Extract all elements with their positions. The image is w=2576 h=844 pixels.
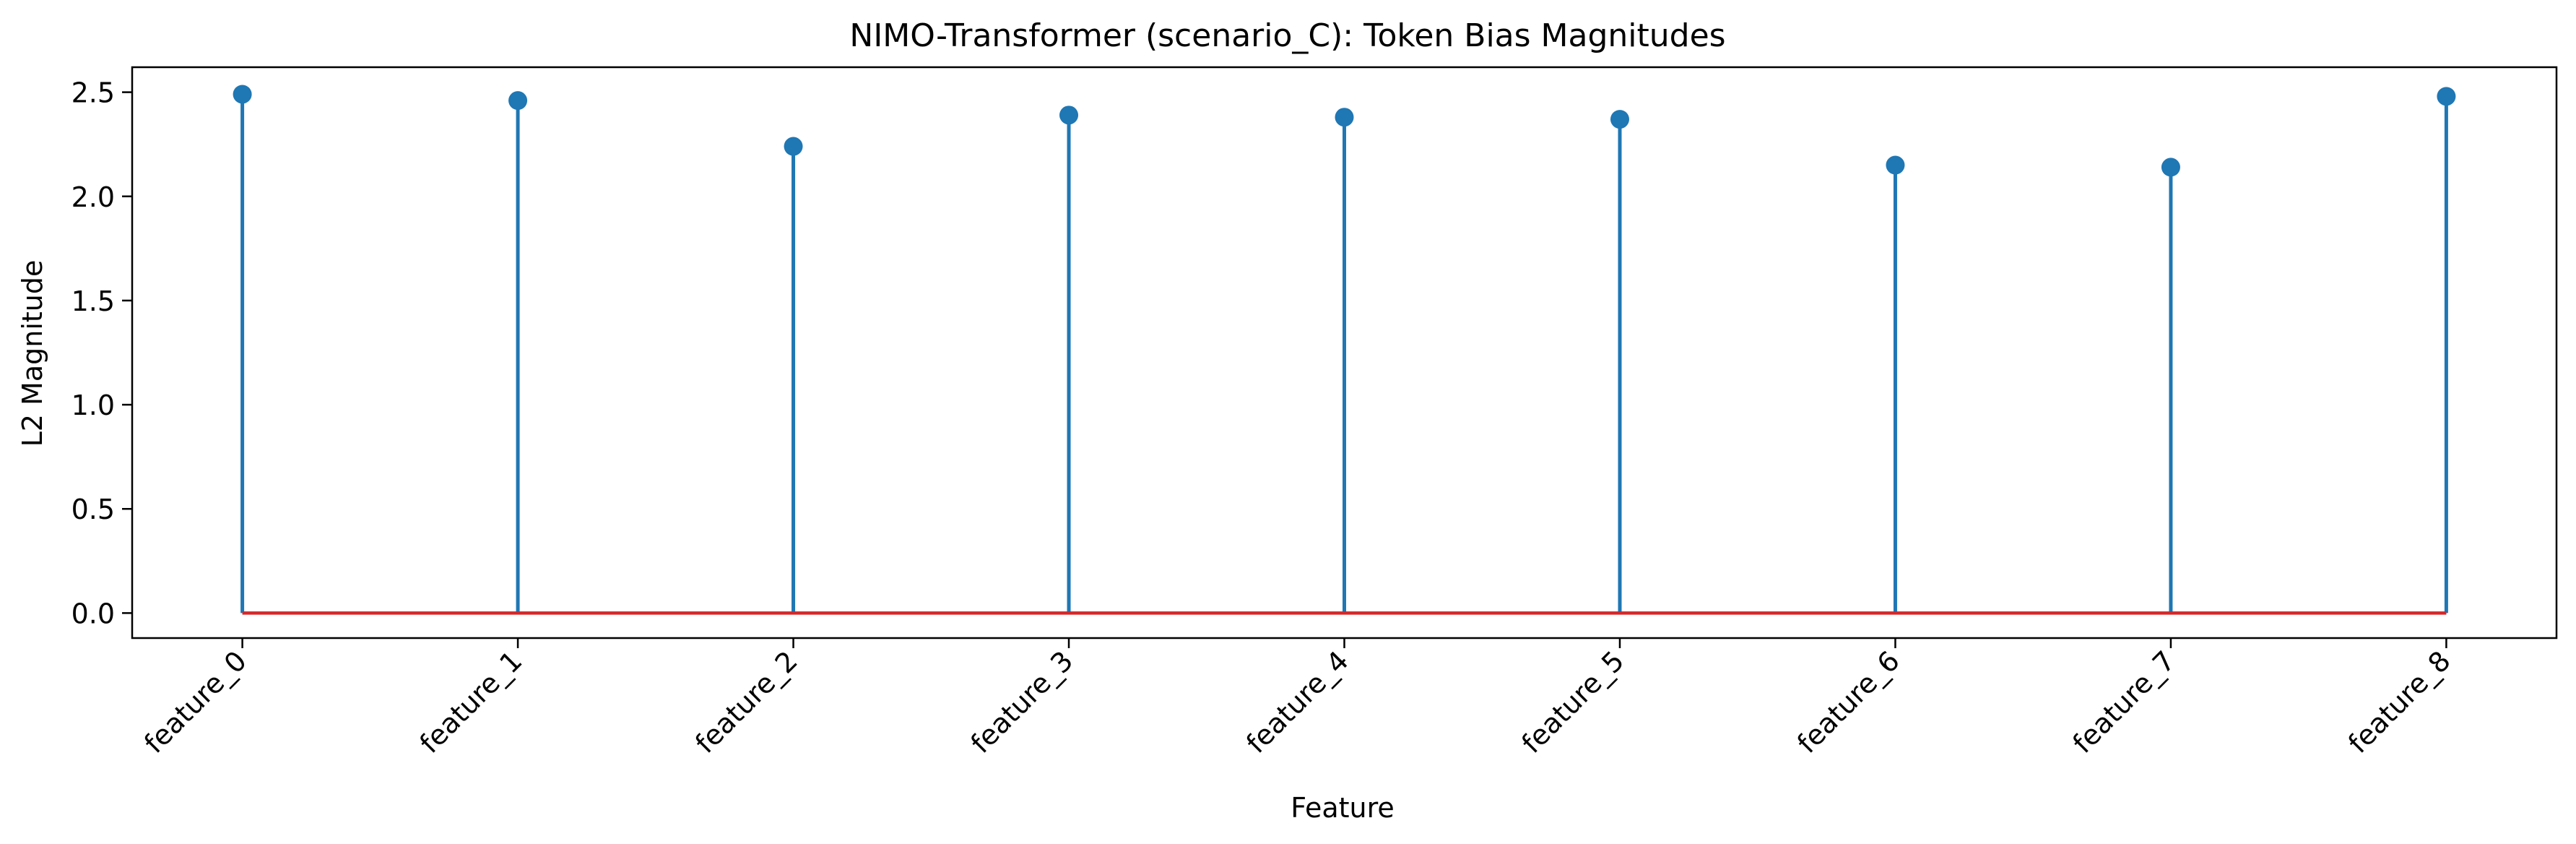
stem-marker (1335, 108, 1354, 127)
chart-title: NIMO-Transformer (scenario_C): Token Bia… (849, 17, 1725, 54)
stem-marker (233, 85, 252, 104)
stem-marker (1610, 110, 1629, 129)
y-tick-label: 0.0 (71, 598, 115, 629)
axes-frame (131, 66, 2558, 640)
stem-marker (784, 137, 803, 156)
y-tick-label: 0.5 (71, 494, 115, 525)
stem-marker (508, 91, 528, 111)
x-axis-label: Feature (1291, 792, 1395, 824)
stem-marker (2437, 87, 2456, 106)
y-axis-label: L2 Magnitude (17, 260, 48, 447)
y-tick-label: 2.0 (71, 181, 115, 213)
y-tick-label: 2.5 (71, 77, 115, 109)
stem-marker (1059, 106, 1079, 125)
stem-marker (2161, 158, 2180, 177)
y-tick-label: 1.5 (71, 285, 115, 317)
stem-marker (1886, 155, 1905, 175)
y-tick-label: 1.0 (71, 389, 115, 421)
